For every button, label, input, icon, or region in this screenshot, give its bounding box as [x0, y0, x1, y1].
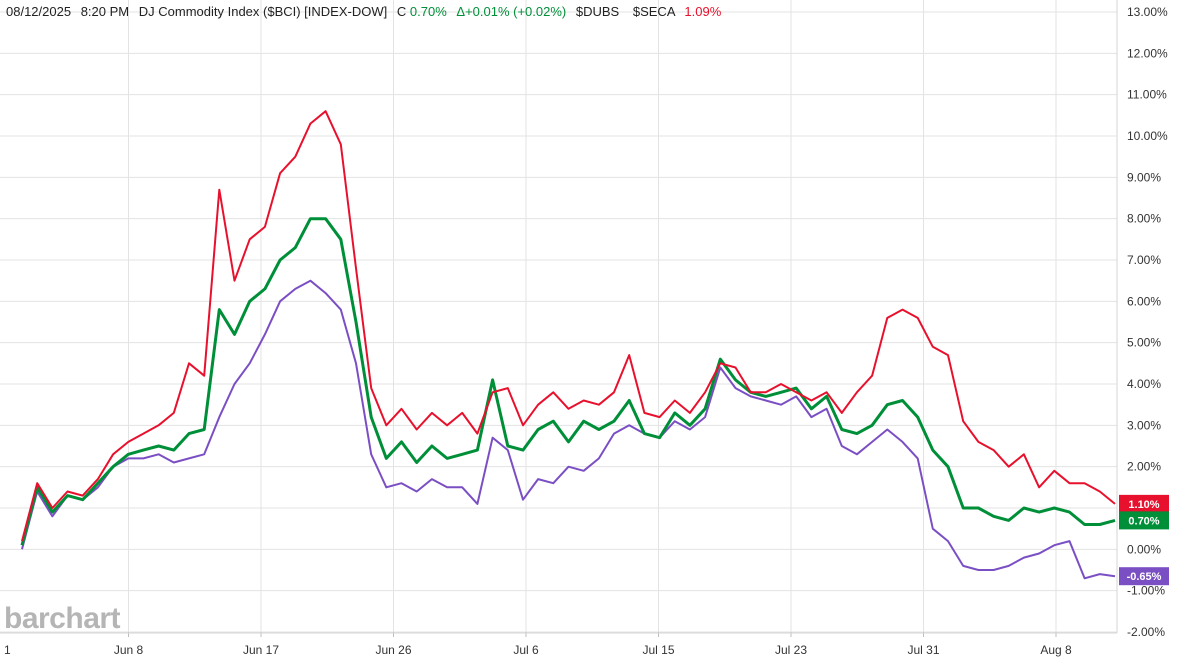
header-time: 8:20 PM — [81, 4, 129, 19]
y-tick-label: 13.00% — [1127, 5, 1168, 19]
barchart-watermark: barchart — [4, 602, 121, 635]
y-tick-label: 3.00% — [1127, 418, 1161, 432]
header-symbol-seca: $SECA — [633, 4, 676, 19]
badge-background — [1119, 511, 1169, 530]
header-symbol-name: DJ Commodity Index ($BCI) [INDEX-DOW] — [139, 4, 388, 19]
x-tick-label: Jul 31 — [907, 643, 939, 657]
badge-label: 1.10% — [1128, 499, 1159, 511]
last-value-badge-seca: 1.10% — [1119, 494, 1169, 513]
y-tick-label: 0.00% — [1127, 542, 1161, 556]
y-tick-label: 4.00% — [1127, 377, 1161, 391]
y-tick-label: 5.00% — [1127, 336, 1161, 350]
x-tick-label: Jun 17 — [243, 643, 279, 657]
series-line-bci — [20, 217, 1116, 546]
y-tick-label: 11.00% — [1127, 88, 1167, 102]
y-tick-label: 8.00% — [1127, 212, 1161, 226]
x-tick-label: Jul 6 — [513, 643, 539, 657]
x-tick-label: Jun 8 — [114, 643, 144, 657]
horizontal-gridlines — [0, 11, 1117, 633]
x-tick-label: Jun 26 — [375, 643, 411, 657]
x-tick-label: Aug 8 — [1040, 643, 1072, 657]
series-line-seca — [21, 110, 1116, 542]
badge-label: 0.70% — [1128, 515, 1159, 527]
y-axis-tick-labels: 13.00% 12.00% 11.00% 10.00% 9.00% 8.00% 7.00% 6… — [1127, 5, 1168, 639]
header-symbol-dubs: $DUBS — [576, 4, 620, 19]
badge-background — [1119, 494, 1169, 513]
header-seca-value: 1.09% — [684, 4, 721, 19]
header-close-prefix: C — [397, 4, 406, 19]
header-close-value: 0.70% — [410, 4, 447, 19]
series-line-dubs — [21, 279, 1116, 580]
y-tick-label: 2.00% — [1127, 460, 1161, 474]
y-tick-label: 10.00% — [1127, 129, 1168, 143]
y-tick-label: 6.00% — [1127, 294, 1161, 308]
last-value-badge-dubs: -0.65% — [1119, 567, 1169, 586]
y-tick-label: 12.00% — [1127, 46, 1168, 60]
y-tick-label: 9.00% — [1127, 170, 1161, 184]
x-axis-tick-labels: Jun 1 Jun 8 Jun 17 Jun 26 Jul 6 Jul 15 Jul 23 J… — [0, 643, 1072, 657]
vertical-gridlines — [128, 0, 1057, 637]
badge-label: -0.65% — [1127, 571, 1162, 583]
x-tick-label: Jul 23 — [775, 643, 807, 657]
chart-header: 08/12/2025 8:20 PM DJ Commodity Index ($… — [6, 4, 722, 19]
header-change: Δ+0.01% (+0.02%) — [456, 4, 566, 19]
y-tick-label: -2.00% — [1127, 625, 1165, 639]
header-date: 08/12/2025 — [6, 4, 71, 19]
x-tick-label: Jun 1 — [0, 643, 11, 657]
y-tick-label: -1.00% — [1127, 584, 1165, 598]
series-lines — [20, 110, 1116, 580]
last-value-badges: 1.10% 0.70% -0.65% — [1119, 494, 1169, 586]
y-tick-label: 7.00% — [1127, 253, 1161, 267]
badge-background — [1119, 567, 1169, 586]
x-tick-label: Jul 15 — [642, 643, 674, 657]
last-value-badge-bci: 0.70% — [1119, 511, 1169, 530]
